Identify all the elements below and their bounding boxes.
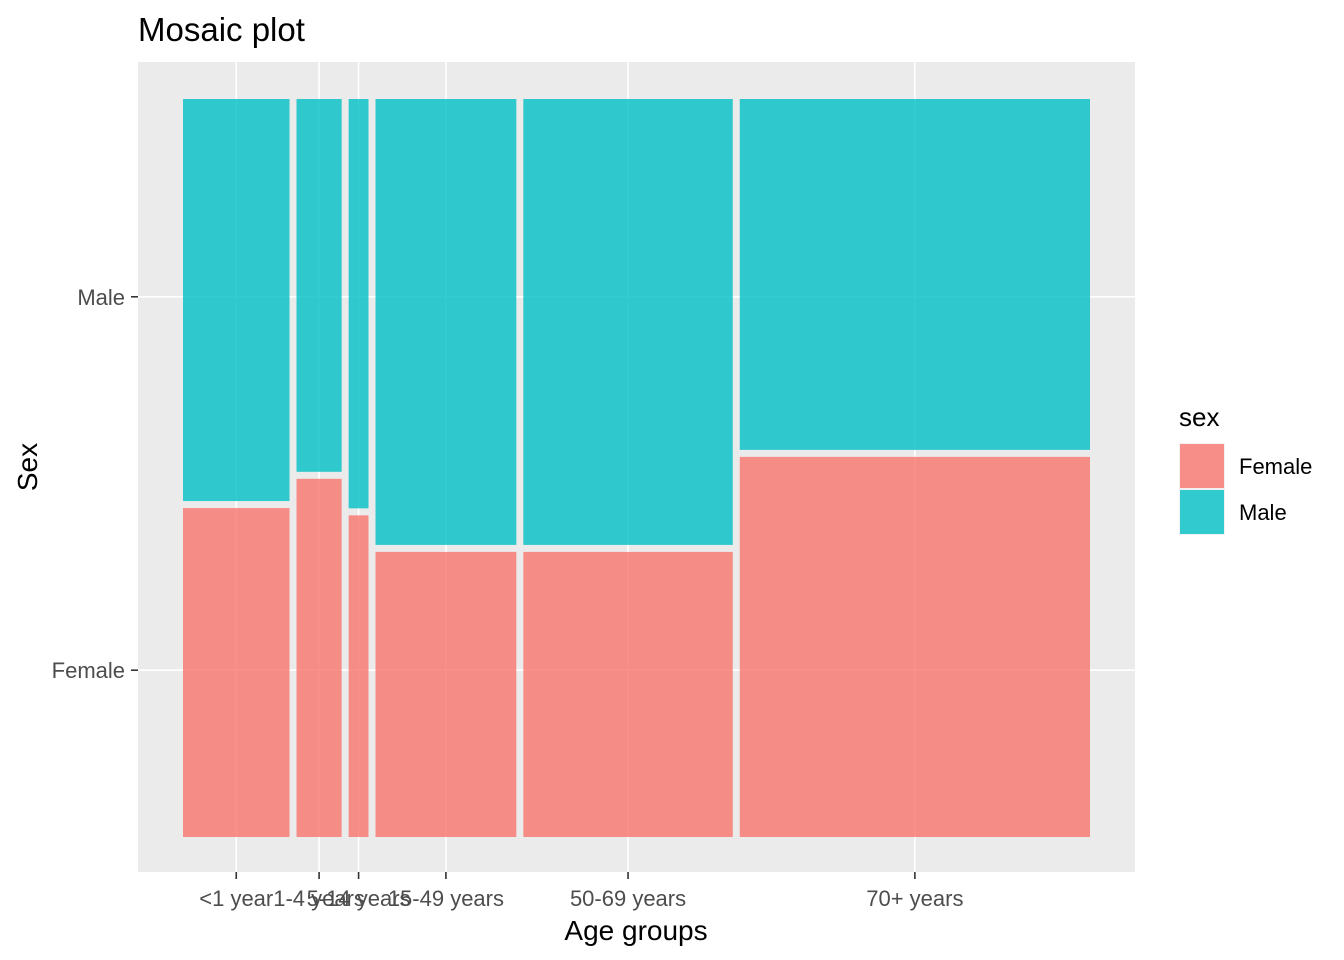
y-tick-label-male: Male [77,285,125,310]
legend: sex Female Male [1179,402,1312,535]
tile-male-5-14-years [348,99,369,509]
x-tick-label-1-year: <1 year [199,886,273,911]
tile-female-50-69-years [523,551,733,837]
legend-swatch-male [1180,490,1224,534]
tile-female-70-years [739,456,1090,837]
tile-male-15-49-years [375,99,517,545]
tile-male-1-4-years [296,99,342,472]
tile-male-50-69-years [523,99,733,545]
y-axis-title: Sex [12,443,43,491]
legend-title: sex [1179,402,1219,432]
tile-female-1-4-years [296,478,342,837]
tile-female-5-14-years [348,515,369,837]
tile-male-1-year [183,99,290,502]
x-tick-label-70-years: 70+ years [866,886,963,911]
x-tick-label-5-14-years: 5-14 years [307,886,411,911]
legend-swatch-female [1180,444,1224,488]
tile-female-15-49-years [375,551,517,837]
tile-female-1-year [183,508,290,837]
chart-title: Mosaic plot [138,11,305,48]
legend-label-male: Male [1239,500,1287,525]
mosaic-tiles [183,99,1090,837]
y-axis: Male Female [52,285,138,683]
x-tick-label-1-4-years: 1-4 years [273,886,365,911]
legend-label-female: Female [1239,454,1312,479]
x-tick-label-15-49-years: 15-49 years [388,886,504,911]
y-tick-label-female: Female [52,658,125,683]
x-axis-title: Age groups [564,915,707,946]
x-tick-label-50-69-years: 50-69 years [570,886,686,911]
tile-male-70-years [739,99,1090,450]
